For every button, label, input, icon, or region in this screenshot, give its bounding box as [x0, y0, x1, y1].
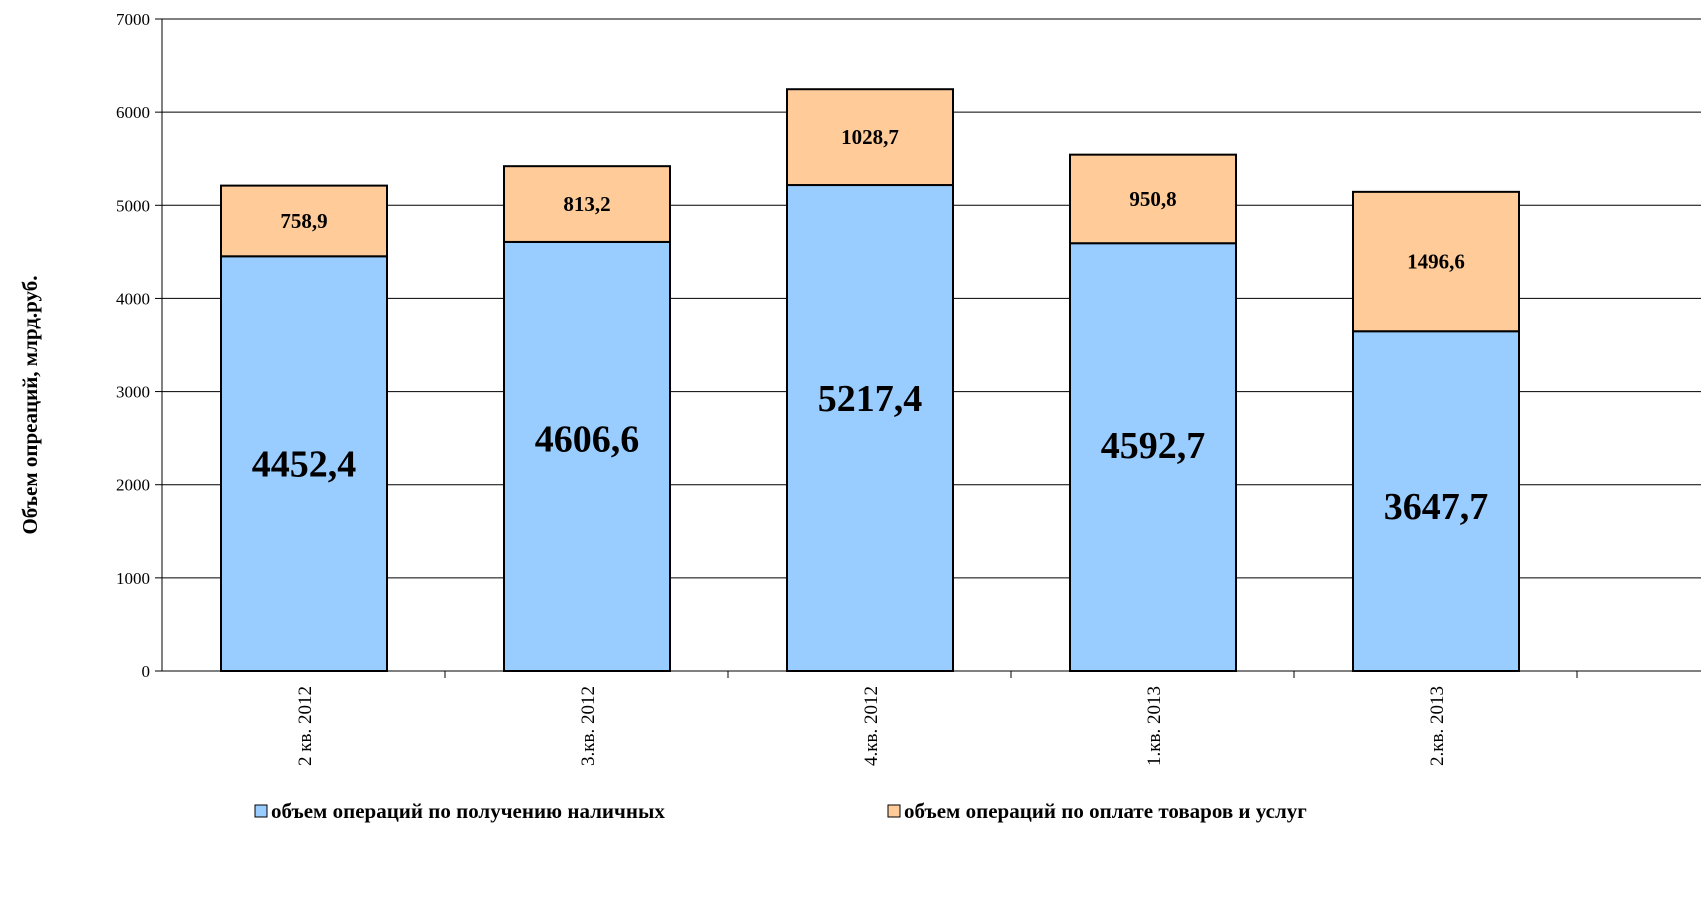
bar-goods-payment — [786, 88, 954, 187]
x-category-label: 2 кв. 2012 — [295, 686, 316, 766]
bar-goods-payment — [1069, 153, 1237, 245]
data-label-goods-payment: 1496,6 — [1407, 250, 1465, 274]
data-label-cash-withdrawal: 5217,4 — [818, 378, 923, 420]
y-tick-label: 4000 — [116, 289, 150, 308]
bar-cash-withdrawal — [786, 184, 954, 672]
legend: объем операций по получению наличных объе… — [254, 799, 1307, 823]
y-tick-label: 2000 — [116, 476, 150, 495]
y-tick-label: 5000 — [116, 196, 150, 215]
bar-cash-withdrawal — [1352, 330, 1520, 672]
data-label-goods-payment: 1028,7 — [841, 125, 899, 149]
data-label-cash-withdrawal: 4452,4 — [252, 444, 357, 486]
bar-goods-payment — [1352, 190, 1520, 333]
y-tick-label: 6000 — [116, 103, 150, 122]
y-tick-label: 3000 — [116, 383, 150, 402]
data-labels: 4452,4 758,9 4606,6 813,2 5217,4 1028,7 4592,7… — [252, 125, 1489, 528]
x-category-label: 1.кв. 2013 — [1144, 686, 1165, 766]
axes: 0 1000 2000 3000 4000 5000 6000 7000 2 кв. 2012 3… — [116, 10, 1701, 766]
data-label-cash-withdrawal: 3647,7 — [1384, 486, 1489, 528]
x-category-label: 2.кв. 2013 — [1427, 686, 1448, 766]
y-tick-label: 1000 — [116, 569, 150, 588]
legend-swatch-cash-withdrawal — [254, 804, 268, 818]
bar-goods-payment — [220, 184, 388, 258]
legend-swatch-goods-payment — [887, 804, 901, 818]
x-category-label: 3.кв. 2012 — [578, 686, 599, 766]
bar-cash-withdrawal — [1069, 242, 1237, 672]
data-label-goods-payment: 950,8 — [1129, 187, 1176, 211]
bar-cash-withdrawal — [503, 240, 671, 673]
y-tick-label: 7000 — [116, 10, 150, 29]
x-category-label: 4.кв. 2012 — [861, 686, 882, 766]
legend-label-goods-payment: объем операций по оплате товаров и услуг — [904, 799, 1307, 823]
y-axis-title: Объем опреаций, млрд.руб. — [18, 275, 42, 534]
data-label-cash-withdrawal: 4606,6 — [535, 418, 640, 460]
data-label-goods-payment: 813,2 — [563, 192, 610, 216]
data-label-goods-payment: 758,9 — [280, 209, 327, 233]
data-label-cash-withdrawal: 4592,7 — [1101, 425, 1206, 467]
legend-label-cash-withdrawal: объем операций по получению наличных — [271, 799, 665, 823]
bar-goods-payment — [503, 165, 671, 243]
y-tick-label: 0 — [142, 662, 151, 681]
bars — [220, 88, 1520, 673]
